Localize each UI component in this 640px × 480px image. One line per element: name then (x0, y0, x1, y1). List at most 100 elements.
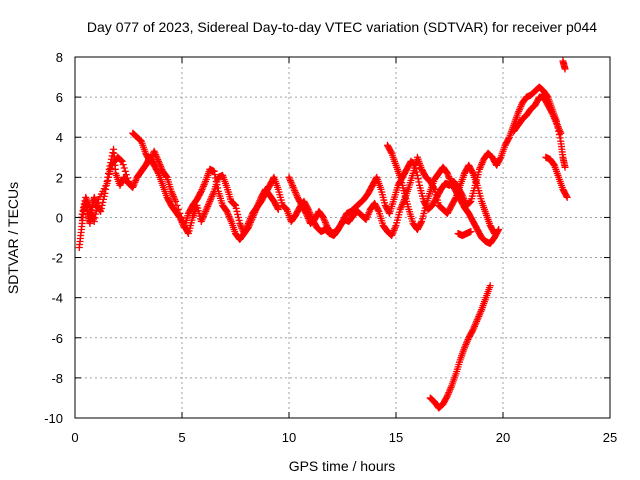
series-track-b (77, 93, 565, 239)
data-point-marker (517, 102, 525, 110)
data-point-marker (198, 216, 206, 224)
data-point-marker (250, 210, 258, 218)
data-point-marker (388, 230, 396, 238)
data-point-marker (103, 179, 111, 187)
data-point-marker (198, 186, 206, 194)
y-tick-label: -6 (51, 331, 63, 346)
data-point-marker (417, 219, 425, 227)
data-point-marker (131, 178, 139, 186)
y-axis-label: SDTVAR / TECUs (5, 182, 21, 294)
data-point-marker (446, 385, 454, 393)
data-point-marker (289, 183, 297, 191)
data-point-marker (494, 227, 502, 235)
data-point-marker (254, 200, 262, 208)
data-point-marker (516, 104, 524, 112)
chart-title: Day 077 of 2023, Sidereal Day-to-day VTE… (87, 19, 597, 35)
data-point-marker (554, 123, 562, 131)
x-tick-label: 25 (603, 430, 617, 445)
data-point-marker (91, 214, 99, 222)
data-point-marker (120, 164, 128, 172)
data-point-marker (466, 198, 474, 206)
data-point-marker (157, 164, 165, 172)
data-points (75, 57, 571, 412)
data-point-marker (444, 171, 452, 179)
data-point-marker (201, 209, 209, 217)
data-point-marker (209, 189, 217, 197)
data-point-marker (248, 215, 256, 223)
data-point-marker (302, 209, 310, 217)
data-point-marker (363, 214, 371, 222)
data-point-marker (176, 209, 184, 217)
data-point-marker (475, 165, 483, 173)
data-point-marker (293, 192, 301, 200)
data-point-marker (304, 214, 312, 222)
data-point-marker (465, 199, 473, 207)
data-point-marker (553, 119, 560, 127)
data-point-marker (562, 192, 570, 200)
data-point-marker (555, 126, 563, 134)
y-tick-label: 0 (56, 210, 63, 225)
data-point-marker (204, 202, 212, 210)
data-point-marker (390, 226, 398, 234)
axis-ticks: 0 5 10 15 20 25 -10 -8 -6 -4 -2 0 2 4 6 8 (44, 50, 617, 445)
data-point-marker (515, 107, 523, 115)
data-point-marker (78, 210, 86, 218)
data-point-marker (548, 108, 556, 116)
data-point-marker (235, 216, 243, 224)
data-point-marker (274, 204, 282, 212)
data-point-marker (105, 170, 113, 178)
data-point-marker (118, 157, 126, 165)
data-point-marker (414, 175, 422, 183)
data-point-marker (362, 215, 370, 223)
data-point-marker (291, 187, 299, 195)
data-point-marker (197, 187, 205, 195)
data-point-marker (197, 189, 205, 197)
data-point-marker (167, 187, 175, 195)
data-point-marker (467, 227, 475, 235)
data-point-marker (464, 335, 472, 343)
data-point-marker (94, 199, 102, 207)
data-point-marker (556, 134, 564, 142)
data-point-marker (391, 223, 399, 231)
plot-frame (74, 56, 611, 419)
data-point-marker (446, 176, 454, 184)
data-point-marker (152, 151, 160, 159)
data-point-marker (477, 162, 485, 170)
data-point-marker (202, 207, 210, 215)
data-point-marker (231, 201, 239, 209)
data-point-marker (289, 182, 297, 190)
data-point-marker (85, 202, 93, 210)
data-point-marker (83, 197, 91, 205)
data-point-marker (364, 210, 372, 218)
data-point-marker (207, 194, 215, 202)
data-point-marker (548, 109, 556, 117)
data-point-marker (477, 307, 485, 315)
data-point-marker (550, 112, 558, 120)
data-point-marker (152, 152, 160, 160)
data-point-marker (208, 192, 216, 200)
data-point-marker (470, 324, 478, 332)
data-point-marker (322, 220, 330, 228)
data-point-marker (561, 163, 569, 171)
data-point-marker (179, 217, 187, 225)
data-point-marker (79, 207, 87, 215)
data-point-marker (515, 106, 523, 114)
data-point-marker (204, 201, 212, 209)
data-point-marker (468, 327, 476, 335)
data-point-marker (153, 154, 161, 162)
x-tick-label: 0 (71, 430, 78, 445)
data-point-marker (122, 171, 130, 179)
data-point-marker (290, 185, 298, 193)
data-point-marker (234, 210, 242, 218)
data-point-marker (496, 155, 504, 163)
data-point-marker (170, 194, 178, 202)
data-point-marker (286, 175, 294, 183)
series-track-c (383, 141, 503, 248)
y-tick-label: 4 (56, 130, 63, 145)
data-point-marker (98, 201, 106, 209)
data-point-marker (286, 177, 294, 185)
data-point-marker (109, 149, 117, 157)
data-point-marker (205, 199, 213, 207)
data-point-marker (232, 201, 239, 209)
data-point-marker (223, 207, 231, 215)
